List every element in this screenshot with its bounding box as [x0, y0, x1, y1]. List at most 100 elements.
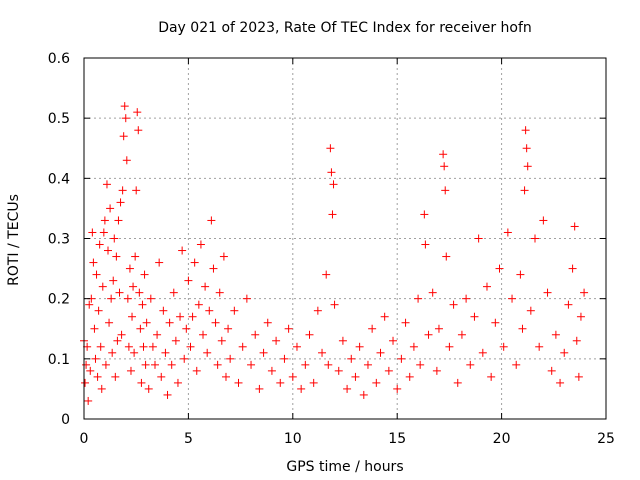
data-point	[318, 348, 327, 357]
data-point	[280, 354, 289, 363]
data-point	[201, 282, 210, 291]
data-point	[445, 342, 454, 351]
data-point	[453, 378, 462, 387]
data-point	[84, 396, 93, 405]
data-point	[491, 318, 500, 327]
x-tick-label: 15	[388, 431, 406, 447]
x-tick-label: 25	[597, 431, 615, 447]
data-point	[442, 252, 451, 261]
data-point	[508, 294, 517, 303]
y-tick-label: 0.6	[48, 51, 70, 67]
data-point	[276, 378, 285, 387]
data-point	[93, 372, 102, 381]
data-point	[137, 378, 146, 387]
data-point	[120, 102, 129, 111]
data-point	[165, 318, 174, 327]
data-point	[118, 186, 127, 195]
data-point	[449, 300, 458, 309]
data-point	[159, 306, 168, 315]
y-tick-label: 0.4	[48, 171, 70, 187]
data-point	[560, 348, 569, 357]
data-point	[570, 222, 579, 231]
data-point	[242, 294, 251, 303]
data-point	[130, 348, 139, 357]
data-point	[372, 378, 381, 387]
data-point	[102, 180, 111, 189]
x-tick-label: 5	[184, 431, 193, 447]
data-point	[226, 354, 235, 363]
data-point	[432, 366, 441, 375]
data-point	[178, 246, 187, 255]
data-point	[155, 258, 164, 267]
data-point	[126, 366, 135, 375]
data-point	[95, 240, 104, 249]
data-point	[389, 336, 398, 345]
x-axis-label: GPS time / hours	[286, 459, 403, 475]
data-point	[112, 252, 121, 261]
data-point	[171, 336, 180, 345]
data-point	[230, 306, 239, 315]
data-point	[108, 348, 117, 357]
data-point	[384, 366, 393, 375]
data-point	[503, 228, 512, 237]
data-point	[89, 258, 98, 267]
data-point	[393, 384, 402, 393]
data-point	[153, 330, 162, 339]
data-point	[297, 384, 306, 393]
data-point	[209, 264, 218, 273]
data-point	[324, 360, 333, 369]
data-point	[330, 300, 339, 309]
x-tick-label: 10	[284, 431, 302, 447]
data-point	[343, 384, 352, 393]
data-point	[263, 318, 272, 327]
data-point	[363, 360, 372, 369]
data-point	[568, 264, 577, 273]
data-point	[128, 312, 137, 321]
data-point	[180, 354, 189, 363]
data-point	[376, 348, 385, 357]
data-point	[347, 354, 356, 363]
data-point	[470, 312, 479, 321]
data-point	[188, 312, 197, 321]
data-point	[184, 276, 193, 285]
data-point	[326, 144, 335, 153]
data-point	[292, 342, 301, 351]
data-point	[215, 288, 224, 297]
data-point	[100, 216, 109, 225]
data-point	[161, 348, 170, 357]
chart-title: Day 021 of 2023, Rate Of TEC Index for r…	[158, 20, 532, 36]
data-point	[150, 360, 159, 369]
data-point	[85, 300, 94, 309]
data-point	[259, 348, 268, 357]
data-point	[355, 342, 364, 351]
data-point	[94, 306, 103, 315]
data-point	[217, 336, 226, 345]
data-point	[531, 234, 540, 243]
data-point	[81, 378, 90, 387]
data-point	[327, 168, 336, 177]
data-point	[136, 324, 145, 333]
data-point	[106, 204, 115, 213]
data-point	[564, 300, 573, 309]
data-point	[421, 240, 430, 249]
data-point	[219, 252, 228, 261]
data-point	[142, 318, 151, 327]
data-point	[169, 288, 178, 297]
data-point	[132, 186, 141, 195]
data-point	[131, 252, 140, 261]
data-point	[409, 342, 418, 351]
data-point	[522, 144, 531, 153]
data-point	[139, 342, 148, 351]
data-point	[251, 330, 260, 339]
data-point	[97, 384, 106, 393]
data-point	[523, 162, 532, 171]
data-point	[176, 312, 185, 321]
data-point	[135, 288, 144, 297]
data-point	[305, 330, 314, 339]
data-point	[495, 264, 504, 273]
data-point	[194, 300, 203, 309]
data-point	[207, 216, 216, 225]
y-tick-label: 0	[61, 412, 70, 428]
y-tick-label: 0.5	[48, 111, 70, 127]
